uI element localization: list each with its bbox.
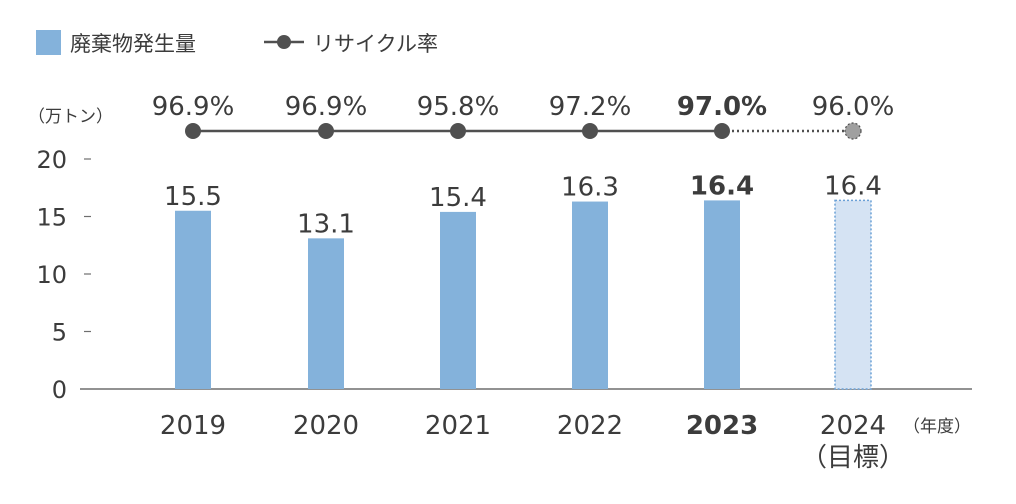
bar-value-label: 13.1 [297,209,355,239]
y-tick-label: 15 [36,204,67,232]
x-tick-label: 2020 [293,411,359,441]
line-value-label: 97.0% [677,92,767,122]
x-tick-label: 2023 [686,411,758,441]
line-value-label: 96.9% [152,92,235,122]
legend-line-marker [277,35,291,49]
bar-series: 15.5 13.1 15.4 16.3 16.4 16.4 [164,171,882,390]
line-marker [185,123,201,139]
bar-value-label: 16.4 [824,171,882,201]
y-axis-unit-label: （万トン） [28,107,113,127]
line-value-label: 96.9% [285,92,368,122]
x-tick-label: 2019 [160,411,226,441]
bar [572,201,608,389]
bar [704,200,740,389]
y-tick-label: 0 [52,376,67,404]
x-axis: 2019 2020 2021 2022 2023 2024 [160,411,886,441]
bar-value-label: 16.3 [561,173,619,203]
line-marker [450,123,466,139]
x-axis-unit-label: （年度） [903,417,971,437]
y-axis: 0 5 10 15 20 [36,146,91,404]
y-tick-label: 10 [36,261,67,289]
line-marker [318,123,334,139]
bar [175,210,211,389]
y-tick-label: 20 [36,146,67,174]
line-marker [714,123,730,139]
target-note: （目標） [801,443,905,473]
line-value-label: 95.8% [417,92,500,122]
bar-value-label: 15.5 [164,182,222,212]
line-series: 96.9% 96.9% 95.8% 97.2% 97.0% 96.0% [152,92,895,140]
bar [440,211,476,389]
bar-value-label: 15.4 [429,183,487,213]
x-tick-label: 2021 [425,411,491,441]
bar-value-label: 16.4 [690,171,754,201]
bar [308,238,344,389]
line-value-label: 96.0% [812,92,895,122]
legend-bar-label: 廃棄物発生量 [70,32,196,56]
legend-bar-swatch [36,30,61,55]
line-marker [582,123,598,139]
line-value-label: 97.2% [549,92,632,122]
x-tick-label: 2022 [557,411,623,441]
y-tick-label: 5 [52,319,67,347]
line-marker-target [844,122,862,140]
bar-target [834,199,872,390]
x-tick-label: 2024 [820,411,886,441]
legend: 廃棄物発生量 リサイクル率 [36,30,438,56]
legend-line-label: リサイクル率 [313,32,438,56]
